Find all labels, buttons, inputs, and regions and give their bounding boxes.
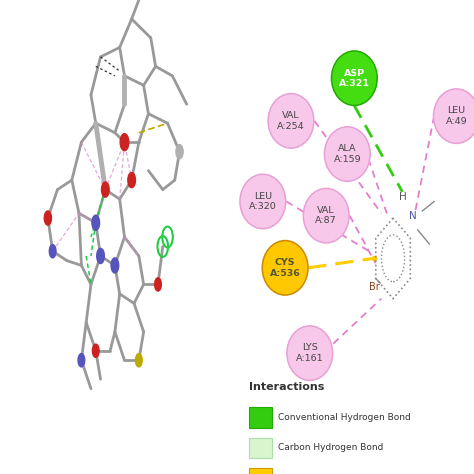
Text: VAL
A:254: VAL A:254 <box>277 111 305 130</box>
Text: LEU
A:49: LEU A:49 <box>446 107 467 126</box>
Text: N: N <box>409 210 417 221</box>
Circle shape <box>155 278 161 291</box>
Ellipse shape <box>268 94 314 148</box>
Ellipse shape <box>303 188 349 243</box>
Text: ALA
A:159: ALA A:159 <box>334 145 361 164</box>
Circle shape <box>120 134 129 151</box>
Circle shape <box>101 182 109 197</box>
Circle shape <box>92 344 99 357</box>
Circle shape <box>176 145 183 159</box>
Text: LYS
A:161: LYS A:161 <box>296 344 324 363</box>
Text: Interactions: Interactions <box>249 382 324 392</box>
Text: Conventional Hydrogen Bond: Conventional Hydrogen Bond <box>278 413 411 421</box>
Ellipse shape <box>240 174 286 229</box>
Circle shape <box>136 354 142 367</box>
FancyBboxPatch shape <box>249 468 272 474</box>
Text: CYS
A:536: CYS A:536 <box>270 258 301 277</box>
Text: Br: Br <box>369 282 380 292</box>
Ellipse shape <box>434 89 474 143</box>
Circle shape <box>78 354 85 367</box>
Circle shape <box>128 173 136 188</box>
Circle shape <box>44 211 52 225</box>
FancyBboxPatch shape <box>249 407 272 428</box>
Circle shape <box>49 245 56 258</box>
Circle shape <box>92 215 100 230</box>
Text: Carbon Hydrogen Bond: Carbon Hydrogen Bond <box>278 444 383 452</box>
Ellipse shape <box>331 51 377 106</box>
FancyBboxPatch shape <box>249 438 272 458</box>
Text: VAL
A:87: VAL A:87 <box>315 206 337 225</box>
Ellipse shape <box>262 241 308 295</box>
Ellipse shape <box>324 127 370 181</box>
Text: LEU
A:320: LEU A:320 <box>249 192 277 211</box>
Text: ASP
A:321: ASP A:321 <box>339 69 370 88</box>
Circle shape <box>111 258 118 273</box>
Text: H: H <box>399 191 406 202</box>
Ellipse shape <box>287 326 333 380</box>
Circle shape <box>97 248 104 264</box>
